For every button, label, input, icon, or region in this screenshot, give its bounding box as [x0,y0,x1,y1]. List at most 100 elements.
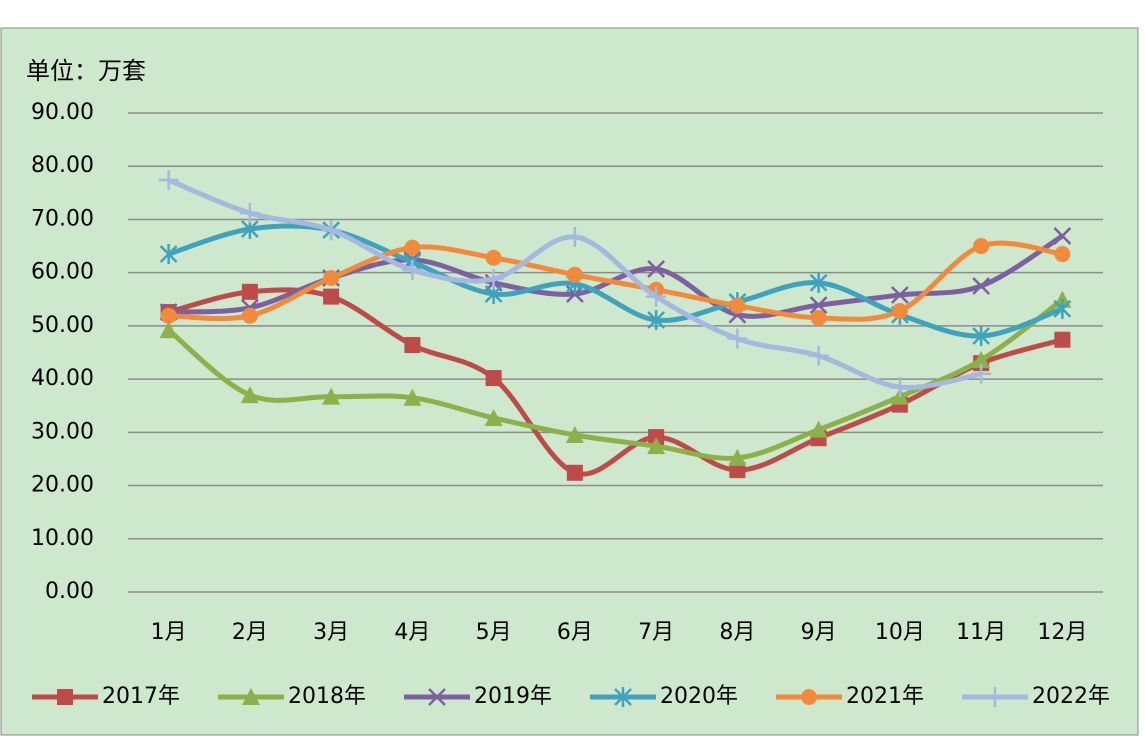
y-tick-label: 90.00 [31,100,94,125]
marker-shape [890,286,909,304]
data-point [809,296,828,315]
marker-shape [891,302,908,319]
legend-label: 2022年 [1032,684,1110,709]
x-tick-label: 11月 [956,620,1006,645]
marker-shape [403,388,422,406]
x-tick-label: 5月 [476,620,512,645]
data-point [973,238,990,255]
y-tick-label: 50.00 [31,313,94,338]
x-tick-label: 2月 [232,620,268,645]
x-tick-label: 12月 [1037,620,1087,645]
data-point [566,266,583,283]
x-tick-label: 6月 [557,620,593,645]
y-tick-label: 10.00 [31,526,94,551]
legend-marker [428,688,446,706]
data-point [728,448,747,466]
marker-shape [646,286,667,307]
marker-shape [1054,331,1071,348]
marker-shape [1054,246,1071,263]
marker-shape [428,688,446,706]
marker-shape [485,370,502,387]
marker-shape [159,321,178,339]
marker-shape [972,326,991,347]
legend-marker [242,688,260,705]
data-point [566,464,583,481]
y-tick-label: 70.00 [31,206,94,231]
y-tick-label: 0.00 [45,579,94,604]
data-point [158,170,179,191]
legend-item: 2019年 [404,684,552,709]
data-point [647,310,666,331]
data-point [403,388,422,406]
data-point [729,297,746,314]
data-point [404,239,421,256]
data-point [1053,227,1072,245]
data-point [646,286,667,307]
marker-shape [402,260,423,281]
marker-shape [483,269,504,290]
data-point [727,328,748,349]
data-point [809,420,828,438]
marker-shape [323,288,340,305]
legend-label: 2019年 [474,684,552,709]
data-point [810,309,827,326]
legend-item: 2022年 [962,684,1110,709]
data-point [729,462,746,479]
marker-shape [647,310,666,331]
data-point [972,277,991,295]
data-point [1053,298,1072,319]
legend-marker [801,689,817,705]
data-point [972,326,991,347]
marker-shape [972,277,991,295]
data-point [241,307,258,324]
data-point [1054,331,1071,348]
marker-shape [239,203,260,224]
legend-item: 2017年 [32,684,180,709]
marker-shape [322,387,341,405]
data-point [240,386,259,404]
marker-shape [809,296,828,315]
data-point [241,283,258,300]
data-point [647,437,666,455]
data-point [485,249,502,266]
data-point [564,227,585,248]
marker-shape [404,239,421,256]
marker-shape [241,307,258,324]
marker-shape [160,307,177,324]
data-point [323,269,340,286]
marker-shape [1053,227,1072,245]
marker-shape [647,437,666,455]
y-tick-label: 60.00 [31,260,94,285]
series-line [167,297,1064,461]
legend-item: 2018年 [218,684,366,709]
marker-shape [566,464,583,481]
legend-label: 2018年 [288,684,366,709]
x-tick-label: 8月 [719,620,755,645]
legend-marker [985,687,1005,707]
legend-item: 2020年 [590,684,738,709]
legend-marker [57,689,73,705]
y-tick-label: 40.00 [31,366,94,391]
marker-shape [564,227,585,248]
data-point [485,370,502,387]
marker-shape [566,266,583,283]
marker-shape [57,689,73,705]
data-point [890,286,909,304]
marker-shape [321,220,342,241]
data-point [402,260,423,281]
marker-shape [809,420,828,438]
x-tick-label: 9月 [801,620,837,645]
marker-shape [614,687,632,707]
data-point [404,337,421,354]
marker-shape [648,429,665,446]
x-tick-label: 3月 [313,620,349,645]
x-tick-label: 7月 [638,620,674,645]
data-point [809,272,828,293]
data-point [323,288,340,305]
marker-shape [972,350,991,368]
marker-shape [889,377,910,398]
marker-shape [404,337,421,354]
data-point [889,377,910,398]
data-point [159,244,178,265]
